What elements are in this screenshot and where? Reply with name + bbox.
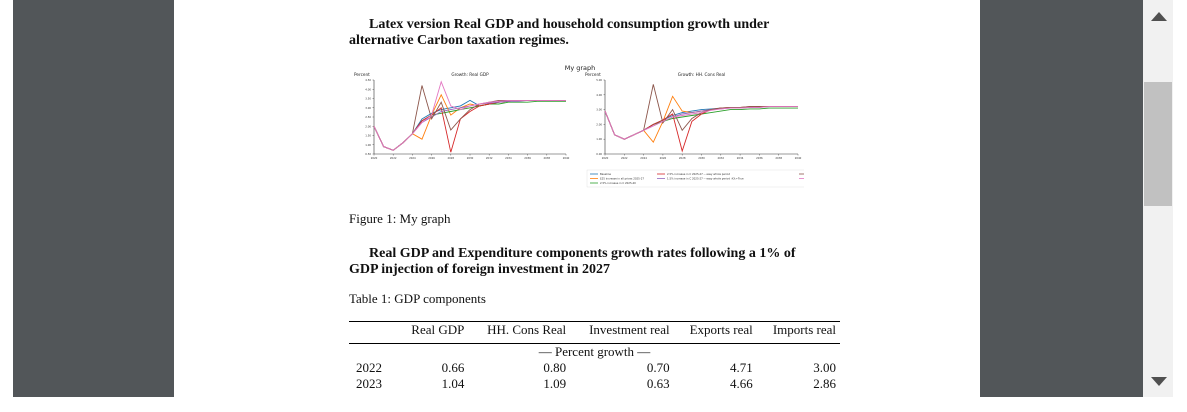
viewer-left-gutter [13,0,174,397]
legend-label: Baseline [600,172,611,176]
y-tick-label: 1.00 [596,137,602,141]
x-tick-label: 2032 [717,156,724,160]
x-tick-label: 2036 [756,156,763,160]
cell-value: 2.86 [813,376,836,391]
section-heading-2: Real GDP and Expenditure components grow… [349,246,796,277]
col-header-imports: Imports real [772,322,836,337]
table-subheader-row: — Percent growth — [349,340,840,360]
legend-label: 2.5% increase in C 2025-27 -- easy whole… [667,172,730,176]
x-tick-label: 2026 [428,156,435,160]
y-tick-label: 4.00 [596,93,602,97]
y-tick-label: 2.50 [365,115,371,119]
y-tick-label: 1.50 [365,134,371,138]
x-tick-label: 2040 [795,156,802,160]
y-tick-label: 3.00 [365,106,371,110]
row-year: 2023 [356,376,382,391]
series-line [604,106,798,140]
x-tick-label: 2026 [660,156,667,160]
col-header-year [349,320,397,340]
y-tick-label: 3.00 [596,108,602,112]
legend-label: 1.5% increase in C 2025-27 -- easy whole… [667,177,744,181]
y-tick-label: 1.00 [365,143,371,147]
y-tick-label: 3.50 [365,97,371,101]
legend-label: 2.5% increase in C 2025-40 [600,181,636,185]
cell-value: 1.09 [543,376,567,391]
y-axis-label: Percent [354,72,370,77]
x-tick-label: 2038 [543,156,550,160]
y-tick-label: 5.00 [596,78,602,82]
x-tick-label: 2036 [524,156,531,160]
series-line [604,106,798,153]
x-tick-label: 2022 [621,156,628,160]
chart-title: Growth: Real GDP [451,72,489,77]
x-tick-label: 2024 [409,156,416,160]
x-tick-label: 2024 [640,156,647,160]
chart-title: Growth: HH. Cons Real [678,72,725,77]
y-tick-label: 0.50 [365,152,371,156]
x-tick-label: 2028 [447,156,454,160]
x-tick-label: 2034 [505,156,512,160]
scroll-up-arrow-icon[interactable] [1151,12,1167,21]
y-axis-label: Percent [585,72,601,77]
y-tick-label: 0.00 [596,152,602,156]
x-tick-label: 2034 [737,156,744,160]
scrollbar-thumb[interactable] [1144,82,1172,206]
y-tick-label: 2.00 [365,124,371,128]
table-top-rule [349,321,840,322]
x-tick-label: 2028 [679,156,686,160]
col-header-hh-cons: HH. Cons Real [487,322,567,337]
figure-1: My graph Growth: Real GDP Percent 0.50 1.00 1… [344,60,804,194]
cell-value: 3.00 [813,360,836,375]
figure-svg: My graph Growth: Real GDP Percent 0.50 1.00 1… [354,64,804,188]
table-caption: Table 1: GDP components [349,291,486,306]
series-line [373,80,566,151]
figure-caption: Figure 1: My graph [349,211,451,226]
gdp-components-table: Real GDP HH. Cons Real Investment real E… [349,320,840,392]
table-row: 2023 1.04 1.09 0.63 4.66 2.86 [349,376,840,392]
cell-value: 0.70 [646,360,670,375]
cell-value: 0.66 [441,360,465,375]
viewer-right-gutter [980,0,1143,397]
y-tick-label: 2.00 [596,122,602,126]
table-header-rule [349,343,840,344]
col-header-exports: Exports real [689,322,753,337]
x-tick-label: 2040 [563,156,570,160]
x-tick-label: 2038 [775,156,782,160]
row-year: 2022 [356,360,382,375]
series-line [373,85,566,151]
cell-value: 0.63 [646,376,670,391]
cell-value: 1.04 [441,376,465,391]
figure-suptitle: My graph [565,64,596,72]
col-header-real-gdp: Real GDP [411,322,465,337]
series-line [604,84,798,140]
col-header-investment: Investment real [589,322,670,337]
x-tick-label: 2032 [486,156,493,160]
table-row: 2022 0.66 0.80 0.70 4.71 3.00 [349,360,840,376]
cell-value: 4.66 [730,376,753,391]
document-page: Latex version Real GDP and household con… [174,0,980,397]
cell-value: 0.80 [543,360,567,375]
x-tick-label: 2030 [467,156,474,160]
section-heading-1: Latex version Real GDP and household con… [349,17,770,48]
series-line [604,95,798,144]
cell-value: 4.71 [730,360,753,375]
y-tick-label: 4.00 [365,87,371,91]
x-tick-label: 2030 [698,156,705,160]
x-tick-label: 2022 [390,156,397,160]
x-tick-label: 2020 [602,156,609,160]
table-subheader: — Percent growth — [538,344,651,359]
legend-box [586,169,804,188]
table-header-row: Real GDP HH. Cons Real Investment real E… [349,320,840,340]
series-line [373,93,566,151]
scroll-down-arrow-icon[interactable] [1151,377,1167,386]
legend-label: $25 increase in all prices 2025-27 [600,177,644,181]
y-tick-label: 4.50 [365,78,371,82]
x-tick-label: 2020 [371,156,378,160]
